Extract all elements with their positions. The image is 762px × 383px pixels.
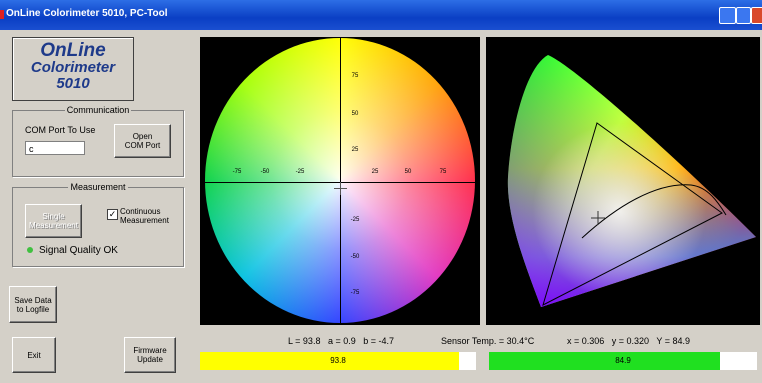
y-bar: 84.9 [489,352,757,370]
minimize-button[interactable] [719,7,736,24]
exit-button[interactable]: Exit [12,337,56,373]
open-port-button[interactable]: Open COM Port [114,124,171,158]
planckian-locus [581,184,727,239]
cie-diagram [507,55,756,307]
y-bar-fill [489,352,720,370]
group-label: Measurement [68,182,128,192]
continuous-checkbox[interactable]: ✓ [107,209,118,220]
wheel-axis-label: 50 [351,111,359,117]
window-title: OnLine Colorimeter 5010, PC-Tool [6,8,168,19]
b-axis [340,38,341,323]
l-bar-value: 93.8 [330,356,346,365]
wheel-axis-label: 25 [371,169,379,175]
sensor-temp: Sensor Temp. = 30.4°C [441,336,535,346]
maximize-button[interactable] [736,7,751,24]
close-button[interactable] [751,7,762,24]
lab-panel: -75 -50 -25 25 50 75 75 50 25 -25 -50 -75 [200,37,480,325]
wheel-axis-label: 75 [351,73,359,79]
cursor [340,182,341,195]
continuous-label: Continuous Measurement [120,207,169,225]
wheel-axis-label: -25 [350,217,360,223]
port-label: COM Port To Use [25,125,96,135]
logo-line: Colorimeter [30,59,116,76]
signal-indicator [27,247,33,253]
title-bar: OnLine Colorimeter 5010, PC-Tool [0,0,762,30]
measurement-group: Measurement Single Measurement ✓ Continu… [12,182,184,267]
signal-status: Signal Quality OK [39,245,118,256]
wheel-axis-label: -75 [350,290,360,296]
app-icon [0,10,4,19]
l-bar: 93.8 [200,352,476,370]
xyy-readout: x = 0.306 y = 0.320 Y = 84.9 [567,336,691,346]
wheel-axis-label: -75 [232,169,242,175]
cie-panel [486,37,760,325]
wheel-axis-label: 75 [439,169,447,175]
l-bar-fill [200,352,459,370]
y-bar-value: 84.9 [615,356,631,365]
single-measurement-button[interactable]: Single Measurement [25,204,82,238]
wheel-axis-label: 50 [404,169,412,175]
wheel-axis-label: -25 [295,169,305,175]
wheel-axis-label: 25 [351,147,359,153]
gamut-triangle [542,122,723,306]
port-input[interactable]: c [25,141,85,155]
wheel-axis-label: -50 [260,169,270,175]
firmware-update-button[interactable]: Firmware Update [124,337,176,373]
logo: OnLine Colorimeter 5010 [12,37,134,101]
lab-readout: L = 93.8 a = 0.9 b = -4.7 [288,336,394,346]
group-label: Communication [64,105,132,115]
logo-line: 5010 [56,75,90,92]
logo-line: OnLine [40,40,106,61]
communication-group: Communication COM Port To Use c Open COM… [12,105,184,177]
wheel-axis-label: -50 [350,254,360,260]
save-logfile-button[interactable]: Save Data to Logfile [9,286,57,323]
spectral-locus [507,55,756,307]
